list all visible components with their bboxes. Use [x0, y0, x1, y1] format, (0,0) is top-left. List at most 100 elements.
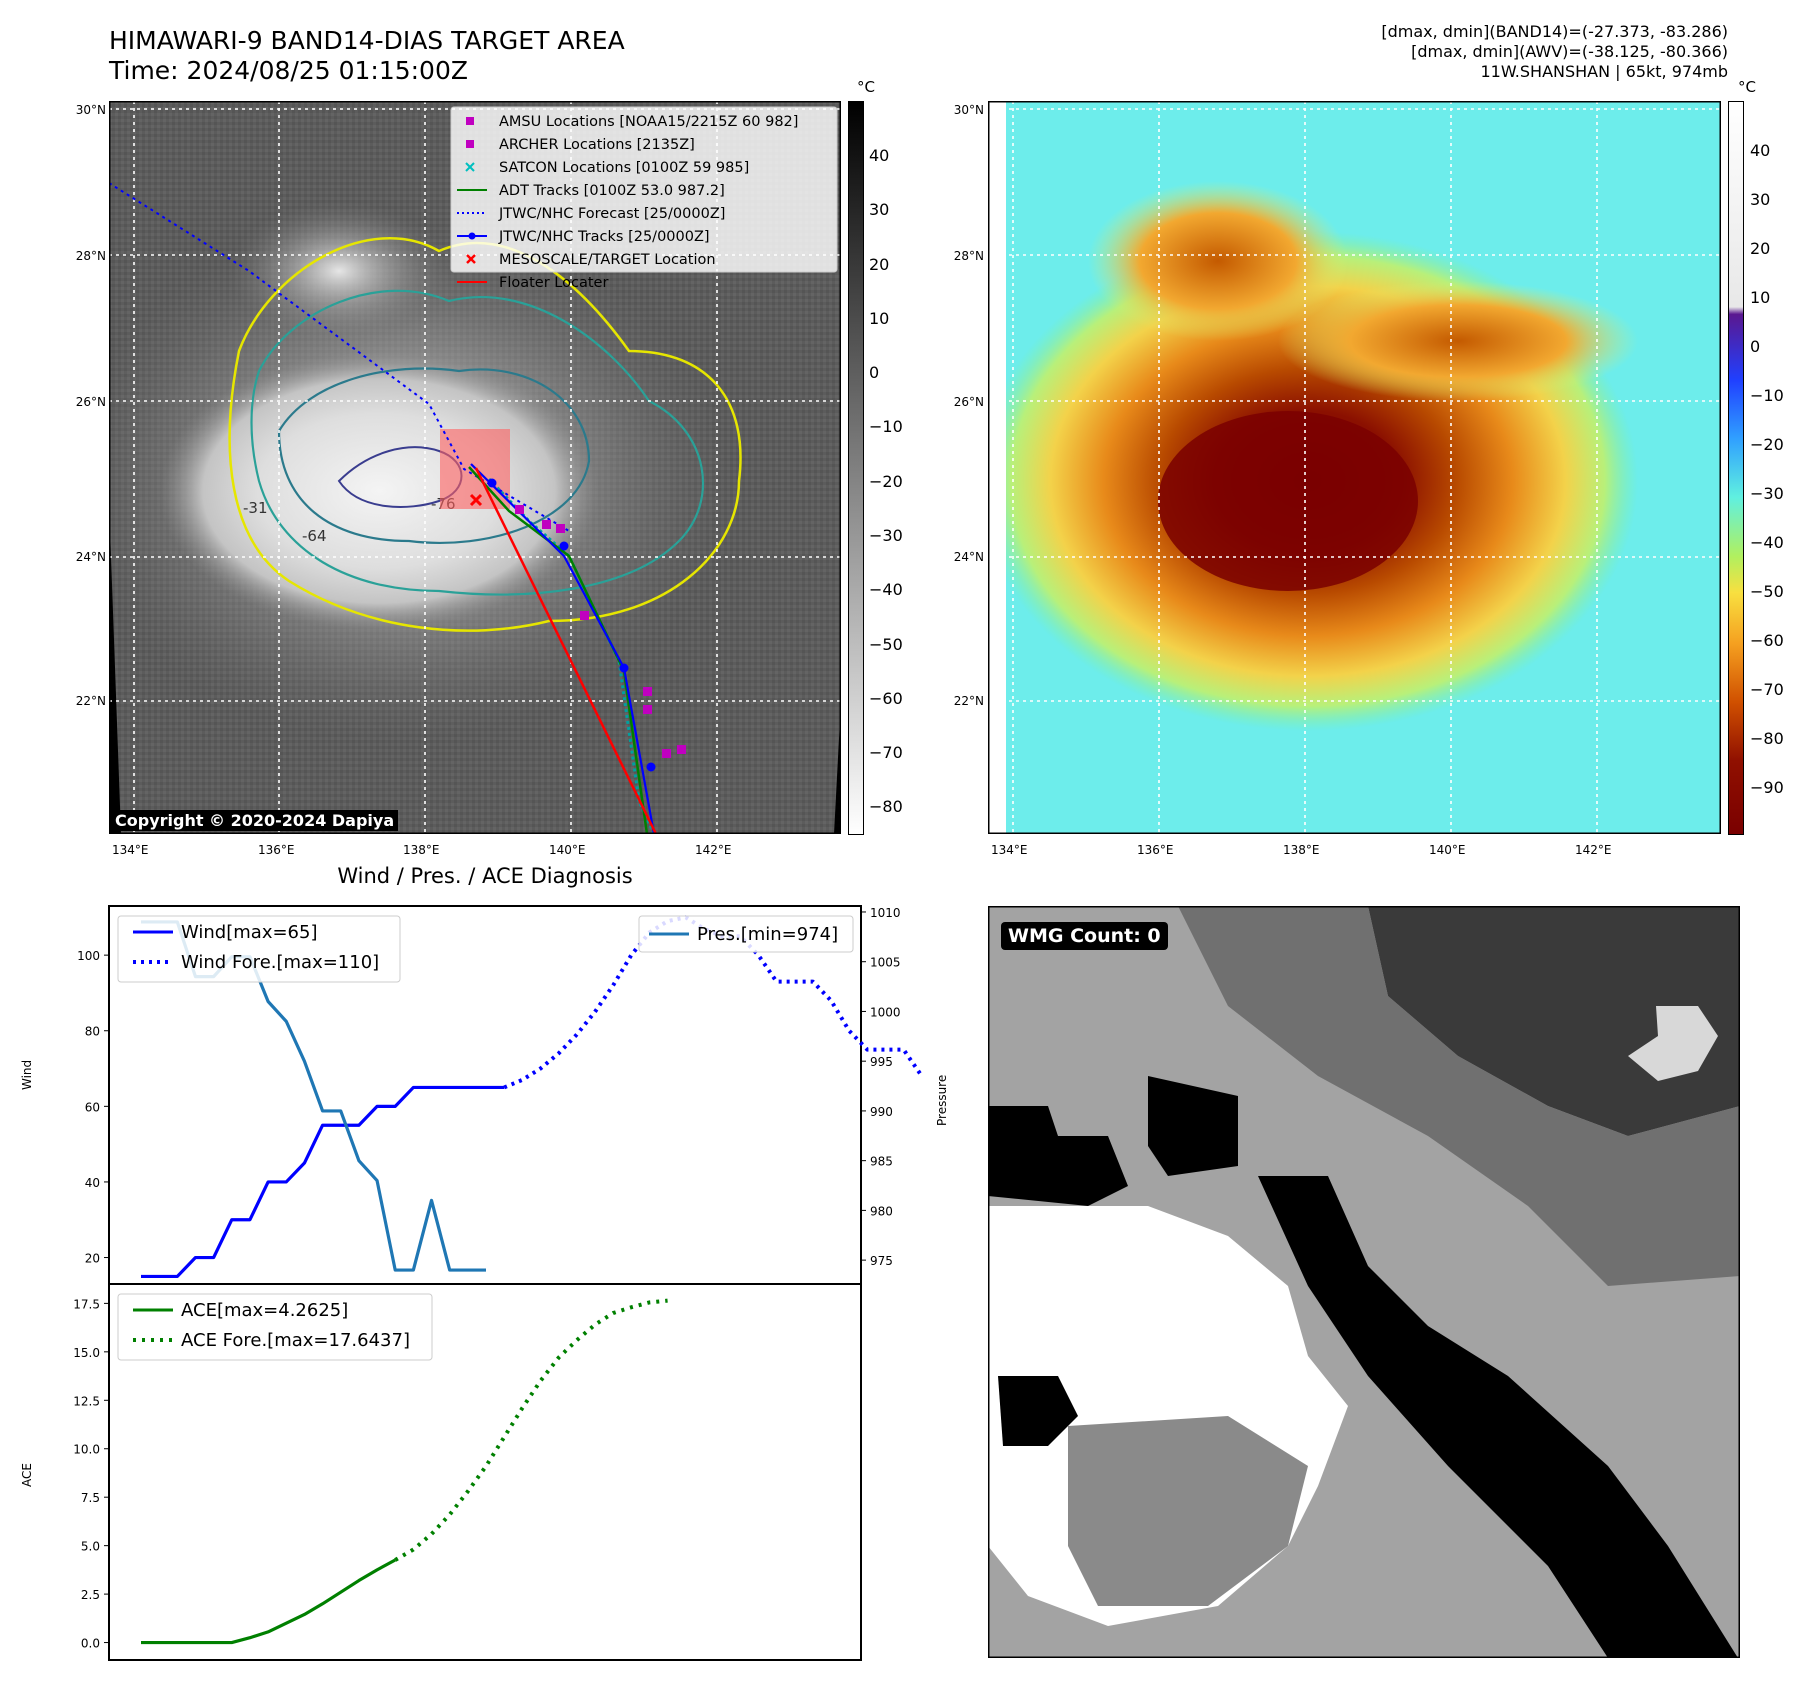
wmg-region-light: [1628, 1006, 1718, 1081]
awv-colorbar: [1728, 101, 1744, 835]
ace-ytick-label: 15.0: [73, 1346, 100, 1360]
colorbar-tick: 10: [1750, 288, 1771, 307]
wmg-region-dark: [1368, 906, 1740, 1136]
wind-legend: Wind[max=65] Wind Fore.[max=110]: [117, 915, 401, 983]
band14-range-label: [dmax, dmin](BAND14)=(-27.373, -83.286): [1381, 22, 1728, 41]
colorbar-tick: −70: [869, 743, 903, 762]
awv-lon-labels: 134°E 136°E 138°E 140°E 142°E: [988, 843, 1721, 859]
legend-label: Pres.[min=974]: [697, 924, 838, 945]
awv-colorbar-unit: °C: [1738, 78, 1756, 96]
wind-pressure-chart: 20 40 60 80 100 975 980 985 990 995 1000 1005 1010 Wi…: [77, 905, 924, 1285]
contour-blue-teal: [277, 367, 591, 544]
lon-label: 142°E: [1575, 843, 1612, 857]
awv-range-label: [dmax, dmin](AWV)=(-38.125, -80.366): [1411, 42, 1728, 61]
wmg-region-black: [988, 1106, 1128, 1206]
colorbar-tick: 10: [869, 309, 890, 328]
wmg-region-black: [1258, 1176, 1738, 1658]
colorbar-tick: −10: [1750, 386, 1784, 405]
colorbar-tick: 30: [1750, 190, 1771, 209]
wind-ytick-label: 100: [77, 949, 100, 963]
target-marker: [469, 493, 483, 507]
ace-series-line-1: [394, 1298, 668, 1562]
floater-locater-line: [474, 467, 658, 835]
wmg-svg: [987, 905, 1741, 1659]
east-band: [1278, 281, 1638, 401]
ir-colorbar-ticks: 40 30 20 10 0 −10 −20 −30 −40 −50 −60 −7…: [869, 101, 909, 833]
wmg-count-label: WMG Count: 0: [1001, 922, 1168, 950]
adt-track: [468, 466, 649, 835]
legend-label: ADT Tracks [0100Z 53.0 987.2]: [499, 183, 725, 199]
wind-ytick-label: 20: [85, 1252, 100, 1266]
lon-label: 138°E: [1283, 843, 1320, 857]
pressure-ytick-label: 995: [870, 1055, 893, 1069]
contour-label-64: -64: [302, 527, 327, 545]
awv-map-svg: [978, 100, 1722, 835]
ace-chart: 0.0 2.5 5.0 7.5 10.0 12.5 15.0 17.5 ACE[max=4.26…: [73, 1283, 862, 1661]
awv-colorbar-ticks: 40 30 20 10 0 −10 −20 −30 −40 −50 −60 −7…: [1750, 101, 1794, 833]
legend-label: ACE Fore.[max=17.6437]: [181, 1330, 410, 1351]
legend-label: ACE[max=4.2625]: [181, 1300, 348, 1321]
pressure-ytick-label: 1000: [870, 1005, 901, 1019]
colorbar-tick: 20: [1750, 239, 1771, 258]
pressure-ytick-label: 1010: [870, 906, 901, 920]
jtwc-track-point: [646, 762, 656, 772]
series-line-0: [141, 1085, 505, 1279]
wmg-region-black: [998, 1376, 1078, 1446]
ace-series-line-0: [141, 1558, 396, 1645]
lat-label: 26°N: [75, 395, 106, 409]
contour-label-31: -31: [243, 499, 268, 517]
lon-label: 134°E: [112, 843, 149, 857]
colorbar-tick: −30: [1750, 484, 1784, 503]
pressure-ytick-label: 1005: [870, 956, 901, 970]
main-title: HIMAWARI-9 BAND14-DIAS TARGET AREA: [109, 26, 625, 55]
legend-label: Wind[max=65]: [181, 922, 318, 943]
colorbar-tick: 0: [869, 363, 880, 382]
awv-gridlines: [988, 101, 1721, 834]
lat-label: 26°N: [953, 395, 984, 409]
lon-label: 134°E: [991, 843, 1028, 857]
wmg-frame: [987, 905, 1741, 1659]
awv-map-panel: [978, 100, 1722, 835]
no-data-strip: [988, 101, 1006, 834]
lon-label: 140°E: [549, 843, 586, 857]
colorbar-tick: −10: [869, 417, 903, 436]
colorbar-tick: 20: [869, 255, 890, 274]
lon-label: 136°E: [1137, 843, 1174, 857]
pressure-ytick-label: 985: [870, 1155, 893, 1169]
eyewall-cold-tops: [1158, 411, 1418, 591]
legend-label: ARCHER Locations [2135Z]: [499, 137, 695, 153]
colorbar-tick: 0: [1750, 337, 1761, 356]
colorbar-tick: −40: [1750, 533, 1784, 552]
diagnosis-charts: 20 40 60 80 100 975 980 985 990 995 1000 1005 1010 Wi…: [73, 905, 924, 1661]
legend-box: [117, 1293, 433, 1361]
colorbar-tick: −40: [869, 580, 903, 599]
lat-label: 24°N: [953, 550, 984, 564]
jtwc-track-point: [559, 541, 569, 551]
ir-legend: AMSU Locations [NOAA15/2215Z 60 982] ARC…: [450, 106, 838, 291]
legend-label: JTWC/NHC Tracks [25/0000Z]: [498, 229, 710, 245]
legend-icon-jtwc: [457, 232, 487, 240]
lon-label: 136°E: [258, 843, 295, 857]
colorbar-tick: −60: [1750, 631, 1784, 650]
lat-label: 28°N: [953, 249, 984, 263]
colorbar-tick: −20: [869, 472, 903, 491]
diagnosis-title: Wind / Pres. / ACE Diagnosis: [337, 864, 633, 888]
wmg-region-gray: [1068, 1416, 1308, 1606]
legend-icon-archer: [466, 140, 474, 148]
ir-colorbar-unit: °C: [857, 78, 875, 96]
wmg-region-black: [1148, 1076, 1238, 1176]
lat-label: 30°N: [953, 103, 984, 117]
pressure-ytick-label: 980: [870, 1204, 893, 1218]
wind-ytick-label: 60: [85, 1100, 100, 1114]
copyright-label: Copyright © 2020-2024 Dapiya: [111, 810, 399, 831]
northern-cloud-band: [229, 201, 449, 341]
legend-label: SATCON Locations [0100Z 59 985]: [499, 160, 749, 176]
jtwc-track-point: [619, 663, 629, 673]
legend-icon-satcon: [465, 162, 475, 172]
ace-ytick-label: 10.0: [73, 1443, 100, 1457]
legend-label: Floater Locater: [499, 275, 608, 291]
legend-label: Wind Fore.[max=110]: [181, 952, 379, 973]
legend-label: JTWC/NHC Forecast [25/0000Z]: [498, 206, 725, 222]
colorbar-tick: −30: [869, 526, 903, 545]
legend-icon-target: [466, 254, 476, 264]
